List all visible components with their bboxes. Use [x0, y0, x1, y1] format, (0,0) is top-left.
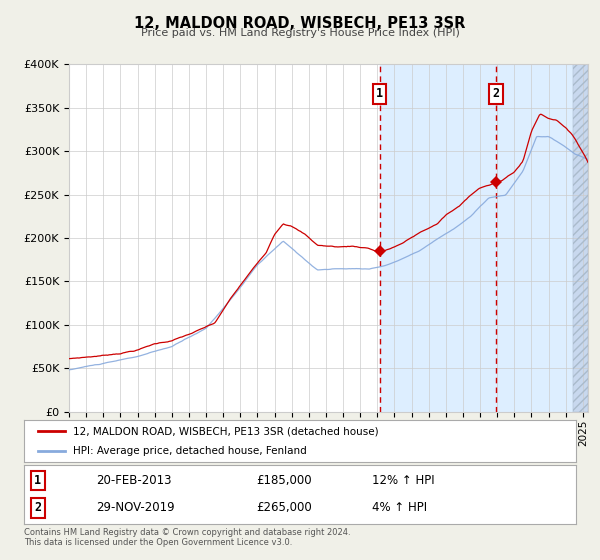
Text: 1: 1 [376, 87, 383, 100]
Text: Price paid vs. HM Land Registry's House Price Index (HPI): Price paid vs. HM Land Registry's House … [140, 28, 460, 38]
Text: £265,000: £265,000 [256, 501, 311, 514]
Text: 20-FEB-2013: 20-FEB-2013 [96, 474, 171, 487]
Text: Contains HM Land Registry data © Crown copyright and database right 2024.: Contains HM Land Registry data © Crown c… [24, 528, 350, 536]
Bar [573, 64, 588, 412]
Text: 4% ↑ HPI: 4% ↑ HPI [372, 501, 427, 514]
Text: £185,000: £185,000 [256, 474, 311, 487]
Text: 1: 1 [34, 474, 41, 487]
Bar [380, 64, 573, 412]
Text: 29-NOV-2019: 29-NOV-2019 [96, 501, 175, 514]
Text: 2: 2 [34, 501, 41, 514]
Bar [573, 64, 588, 412]
Text: 12, MALDON ROAD, WISBECH, PE13 3SR: 12, MALDON ROAD, WISBECH, PE13 3SR [134, 16, 466, 31]
Text: HPI: Average price, detached house, Fenland: HPI: Average price, detached house, Fenl… [73, 446, 307, 456]
Text: 12, MALDON ROAD, WISBECH, PE13 3SR (detached house): 12, MALDON ROAD, WISBECH, PE13 3SR (deta… [73, 426, 378, 436]
Text: This data is licensed under the Open Government Licence v3.0.: This data is licensed under the Open Gov… [24, 538, 292, 547]
Text: 2: 2 [492, 87, 499, 100]
Text: 12% ↑ HPI: 12% ↑ HPI [372, 474, 434, 487]
